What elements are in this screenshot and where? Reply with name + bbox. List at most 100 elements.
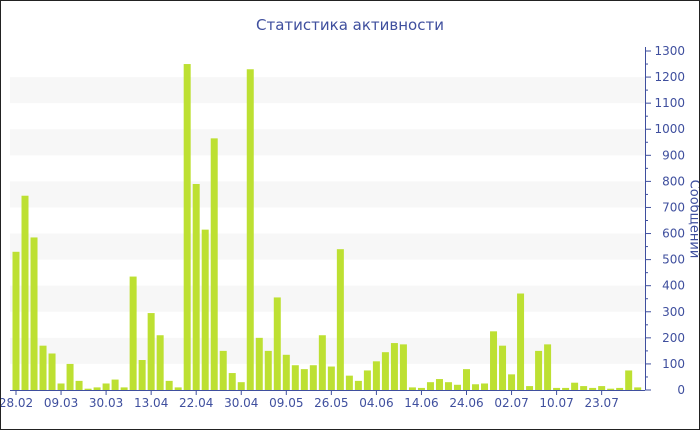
bar	[174, 387, 182, 390]
bar	[607, 388, 615, 390]
x-tick-label: 23.07	[584, 396, 618, 410]
x-tick-label: 22.04	[179, 396, 213, 410]
bar	[345, 375, 353, 390]
bar	[165, 380, 173, 390]
bar	[381, 352, 389, 390]
bar	[463, 369, 470, 390]
grid-band	[10, 181, 645, 208]
bar	[408, 387, 416, 390]
bar	[598, 386, 606, 390]
bar	[183, 64, 191, 391]
bar	[562, 387, 570, 390]
x-tick-label: 30.03	[89, 396, 123, 410]
bar	[417, 387, 425, 390]
bar	[517, 293, 525, 390]
y-tick-label: 200	[662, 331, 685, 345]
bar	[291, 365, 299, 390]
bar	[246, 69, 254, 390]
bar	[201, 229, 209, 390]
bar	[255, 337, 263, 390]
y-tick-label: 700	[662, 200, 685, 214]
bar	[156, 335, 164, 390]
bar	[93, 387, 101, 390]
bar	[192, 183, 200, 390]
bar	[589, 387, 597, 390]
bar	[634, 387, 642, 390]
bar	[481, 383, 489, 390]
bar	[444, 382, 452, 390]
bar	[282, 354, 290, 390]
grid-band	[10, 129, 645, 156]
bar	[571, 382, 579, 390]
bar	[48, 353, 56, 390]
bar	[309, 365, 317, 390]
x-tick-label: 02.07	[494, 396, 528, 410]
bar	[57, 383, 65, 390]
bar	[111, 379, 119, 390]
bar	[21, 195, 29, 390]
grid-band	[10, 285, 645, 312]
bar	[147, 313, 155, 390]
y-tick-label: 1100	[654, 96, 685, 110]
bar	[508, 374, 516, 390]
bar	[84, 388, 92, 390]
x-tick-label: 09.05	[269, 396, 303, 410]
bar	[580, 386, 588, 390]
bar	[300, 369, 308, 390]
bar	[426, 382, 434, 390]
y-tick-label: 100	[662, 357, 685, 371]
bar	[327, 366, 335, 390]
y-tick-label: 600	[662, 227, 685, 241]
y-tick-label: 900	[662, 148, 685, 162]
x-tick-label: 14.06	[404, 396, 438, 410]
y-tick-label: 1000	[654, 122, 685, 136]
bar	[318, 335, 326, 390]
grid-band	[10, 233, 645, 260]
y-tick-label: 300	[662, 305, 685, 319]
x-tick-label: 09.03	[44, 396, 78, 410]
y-tick-label: 400	[662, 279, 685, 293]
bar	[75, 380, 83, 390]
bar	[102, 383, 110, 390]
bar	[390, 343, 398, 390]
y-tick-label: 800	[662, 174, 685, 188]
bar	[553, 387, 561, 390]
bar	[336, 249, 344, 390]
bar	[499, 345, 507, 390]
bar	[399, 344, 407, 390]
bar	[30, 237, 38, 390]
x-tick-label: 30.04	[224, 396, 258, 410]
x-tick-label: 28.02	[1, 396, 33, 410]
bar	[526, 386, 534, 390]
bar	[228, 373, 236, 390]
bar	[210, 138, 218, 390]
x-tick-label: 26.05	[314, 396, 348, 410]
bar	[237, 382, 245, 390]
y-tick-label: 500	[662, 253, 685, 267]
bar	[12, 251, 20, 390]
bar	[435, 379, 443, 390]
bar	[39, 345, 47, 390]
grid-band	[10, 77, 645, 104]
bar	[129, 276, 137, 390]
y-tick-label: 1300	[654, 44, 685, 58]
y-tick-label: 0	[677, 383, 685, 397]
y-tick-label: 1200	[654, 70, 685, 84]
chart-title: Статистика активности	[256, 16, 444, 34]
bar	[354, 380, 362, 390]
bar	[120, 387, 128, 390]
bar	[453, 384, 461, 390]
bar	[138, 360, 146, 390]
bar	[372, 361, 380, 390]
bar	[219, 350, 227, 390]
bar	[625, 370, 633, 390]
bar	[264, 350, 272, 390]
bar	[535, 350, 543, 390]
bar	[616, 387, 624, 390]
x-tick-label: 04.06	[359, 396, 393, 410]
x-tick-label: 24.06	[449, 396, 483, 410]
x-tick-label: 13.04	[134, 396, 168, 410]
bar	[472, 384, 480, 390]
